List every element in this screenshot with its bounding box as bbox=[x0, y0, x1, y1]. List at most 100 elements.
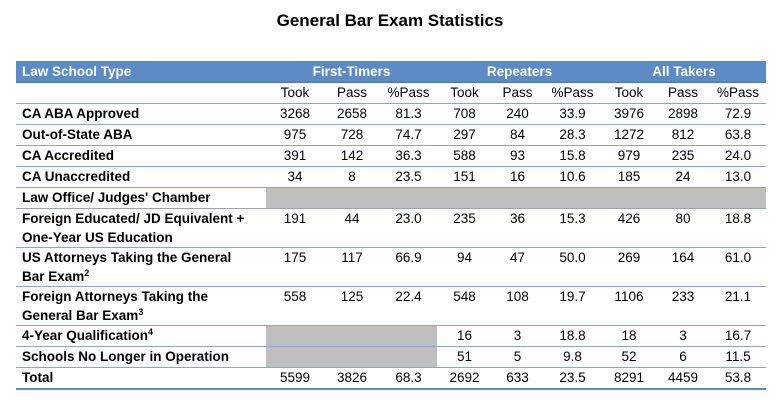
subheader-pass: Pass bbox=[324, 82, 380, 104]
row-label: Law Office/ Judges' Chamber bbox=[16, 187, 266, 209]
table-cell: 164 bbox=[656, 247, 711, 287]
table-cell: 36.3 bbox=[380, 145, 438, 167]
table-cell: 8 bbox=[324, 166, 380, 188]
row-label-line-1: Foreign Attorneys Taking the bbox=[22, 289, 209, 304]
no-data-cell bbox=[266, 187, 767, 209]
subheader-took: Took bbox=[266, 82, 324, 104]
row-label: Total bbox=[16, 367, 266, 390]
table-cell: 391 bbox=[266, 145, 324, 167]
table-cell: 297 bbox=[437, 124, 493, 146]
table-cell: 18 bbox=[602, 325, 657, 347]
subheader-pct-pass: %Pass bbox=[543, 82, 603, 104]
table-cell: 61.0 bbox=[710, 247, 767, 287]
table-cell: 728 bbox=[324, 124, 380, 146]
table-cell: 191 bbox=[266, 208, 324, 248]
table-cell: 18.8 bbox=[543, 325, 603, 347]
table-cell: 72.9 bbox=[710, 103, 767, 125]
table-cell: 5599 bbox=[266, 367, 324, 390]
table-cell: 5 bbox=[492, 346, 544, 368]
table-cell: 21.1 bbox=[710, 286, 767, 326]
table-cell: 63.8 bbox=[710, 124, 767, 146]
subheader-pass: Pass bbox=[656, 82, 711, 104]
table-cell: 84 bbox=[492, 124, 544, 146]
table-cell: 68.3 bbox=[380, 367, 438, 390]
row-label: CA ABA Approved bbox=[16, 103, 266, 125]
table-cell: 3 bbox=[656, 325, 711, 347]
header-row: Law School Type First-Timers Repeaters A… bbox=[16, 61, 767, 83]
table-row: US Attorneys Taking the General Bar Exam2… bbox=[16, 247, 767, 287]
subheader-pass: Pass bbox=[492, 82, 544, 104]
table-cell: 4459 bbox=[656, 367, 711, 390]
table-cell: 588 bbox=[437, 145, 493, 167]
row-label-line-2: Bar Exam bbox=[22, 269, 85, 284]
table-cell: 93 bbox=[492, 145, 544, 167]
table-cell: 80 bbox=[656, 208, 711, 248]
no-data-cell bbox=[266, 346, 438, 368]
table-cell: 15.8 bbox=[543, 145, 603, 167]
table-cell: 8291 bbox=[602, 367, 657, 390]
table-cell: 3268 bbox=[266, 103, 324, 125]
table-row: 4-Year Qualification4 16 3 18.8 18 3 16.… bbox=[16, 325, 767, 347]
table-cell: 44 bbox=[324, 208, 380, 248]
row-label-line-2: General Bar Exam bbox=[22, 308, 139, 323]
table-cell: 548 bbox=[437, 286, 493, 326]
table-cell: 74.7 bbox=[380, 124, 438, 146]
table-cell: 2658 bbox=[324, 103, 380, 125]
footnote-marker: 2 bbox=[84, 268, 90, 278]
row-label-line-2: One-Year US Education bbox=[22, 230, 173, 245]
subheader-row: Took Pass %Pass Took Pass %Pass Took Pas… bbox=[16, 82, 767, 104]
row-label: CA Unaccredited bbox=[16, 166, 266, 188]
table-cell: 3 bbox=[492, 325, 544, 347]
table-cell: 2692 bbox=[437, 367, 493, 390]
table-cell: 1272 bbox=[602, 124, 657, 146]
table-cell: 269 bbox=[602, 247, 657, 287]
table-row: Foreign Educated/ JD Equivalent + One-Yea… bbox=[16, 208, 767, 248]
subheader-took: Took bbox=[602, 82, 657, 104]
table-row: Out-of-State ABA 975 728 74.7 297 84 28.… bbox=[16, 124, 767, 146]
table-cell: 19.7 bbox=[543, 286, 603, 326]
table-cell: 235 bbox=[656, 145, 711, 167]
table-cell: 23.5 bbox=[380, 166, 438, 188]
table-cell: 812 bbox=[656, 124, 711, 146]
table-cell: 185 bbox=[602, 166, 657, 188]
row-label-line-1: US Attorneys Taking the General bbox=[22, 250, 232, 265]
table-cell: 47 bbox=[492, 247, 544, 287]
row-label: Foreign Educated/ JD Equivalent + One-Yea… bbox=[16, 208, 266, 248]
table-cell: 16 bbox=[492, 166, 544, 188]
subheader-pct-pass: %Pass bbox=[380, 82, 438, 104]
table-cell: 22.4 bbox=[380, 286, 438, 326]
table-cell: 53.8 bbox=[710, 367, 767, 390]
table-row: CA ABA Approved 3268 2658 81.3 708 240 3… bbox=[16, 103, 767, 125]
no-data-cell bbox=[266, 325, 438, 347]
row-label: CA Accredited bbox=[16, 145, 266, 167]
column-header-school-type: Law School Type bbox=[16, 61, 266, 83]
table-cell: 142 bbox=[324, 145, 380, 167]
table-cell: 6 bbox=[656, 346, 711, 368]
subheader-took: Took bbox=[437, 82, 493, 104]
table-cell: 1106 bbox=[602, 286, 657, 326]
table-cell: 175 bbox=[266, 247, 324, 287]
table-cell: 108 bbox=[492, 286, 544, 326]
table-cell: 708 bbox=[437, 103, 493, 125]
table-cell: 11.5 bbox=[710, 346, 767, 368]
column-header-first-timers: First-Timers bbox=[266, 61, 438, 83]
table-cell: 23.5 bbox=[543, 367, 603, 390]
table-cell: 81.3 bbox=[380, 103, 438, 125]
table-cell: 66.9 bbox=[380, 247, 438, 287]
table-cell: 13.0 bbox=[710, 166, 767, 188]
row-label: 4-Year Qualification4 bbox=[16, 325, 266, 347]
table-cell: 52 bbox=[602, 346, 657, 368]
table-cell: 28.3 bbox=[543, 124, 603, 146]
table-cell: 979 bbox=[602, 145, 657, 167]
column-header-all-takers: All Takers bbox=[602, 61, 767, 83]
table-cell: 975 bbox=[266, 124, 324, 146]
row-label-line-1: Foreign Educated/ JD Equivalent + bbox=[22, 211, 245, 226]
table-row: CA Accredited 391 142 36.3 588 93 15.8 9… bbox=[16, 145, 767, 167]
table-cell: 15.3 bbox=[543, 208, 603, 248]
table-cell: 94 bbox=[437, 247, 493, 287]
row-label: Out-of-State ABA bbox=[16, 124, 266, 146]
table-cell: 18.8 bbox=[710, 208, 767, 248]
table-cell: 3976 bbox=[602, 103, 657, 125]
table-cell: 233 bbox=[656, 286, 711, 326]
table-cell: 51 bbox=[437, 346, 493, 368]
